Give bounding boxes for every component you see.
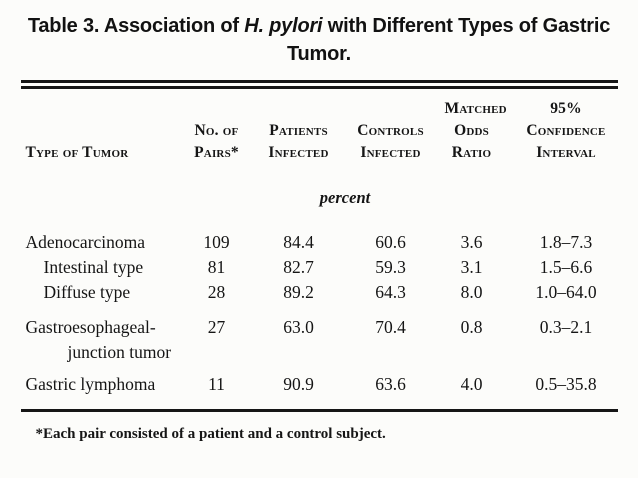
cell-odds: 3.1	[460, 257, 483, 277]
cell-controls: 70.4	[375, 317, 406, 337]
table: Type of Tumor No. of Pairs* Patients Inf…	[20, 80, 618, 444]
row-label: Diffuse type	[43, 282, 131, 302]
table-row-adenocarcinoma: Adenocarcinoma 109 84.4 60.6 3.6 1.8–7.3	[21, 230, 618, 255]
top-double-rule	[20, 80, 618, 89]
header-matched-odds-ratio: Matched Odds Ratio	[444, 100, 507, 161]
header-controls-infected: Controls Infected	[357, 122, 424, 161]
cell-pairs: 28	[207, 282, 226, 302]
row-label: Adenocarcinoma	[25, 232, 146, 252]
cell-patients: 89.2	[283, 282, 314, 302]
unit-label-percent: percent	[319, 188, 371, 207]
table-title-suffix: with Different Types of Gastric	[322, 15, 611, 37]
cell-odds: 4.0	[460, 374, 483, 394]
table-row-gastroesophageal-junction-tumor: Gastroesophageal- junction tumor 27 63.0…	[21, 315, 618, 364]
table-header-row: Type of Tumor No. of Pairs* Patients Inf…	[21, 98, 618, 164]
cell-pairs: 109	[203, 232, 230, 252]
cell-ci: 1.0–64.0	[535, 282, 597, 302]
header-confidence-interval: 95% Confidence Interval	[526, 100, 606, 161]
cell-pairs: 27	[207, 317, 226, 337]
header-type-of-tumor: Type of Tumor	[25, 144, 129, 161]
cell-ci: 1.5–6.6	[539, 257, 593, 277]
cell-controls: 64.3	[375, 282, 406, 302]
cell-ci: 0.5–35.8	[535, 374, 597, 394]
cell-patients: 82.7	[283, 257, 314, 277]
cell-patients: 84.4	[283, 232, 314, 252]
header-patients-infected: Patients Infected	[268, 122, 329, 161]
table-body: Adenocarcinoma 109 84.4 60.6 3.6 1.8–7.3…	[21, 230, 618, 397]
table-row-diffuse-type: Diffuse type 28 89.2 64.3 8.0 1.0–64.0	[21, 280, 618, 305]
cell-controls: 60.6	[375, 232, 406, 252]
table-title-prefix: Table 3. Association of	[27, 15, 245, 37]
cell-patients: 63.0	[283, 317, 314, 337]
cell-controls: 59.3	[375, 257, 406, 277]
row-label: Gastroesophageal- junction tumor	[25, 317, 172, 362]
cell-controls: 63.6	[375, 374, 406, 394]
cell-ci: 0.3–2.1	[539, 317, 593, 337]
cell-ci: 1.8–7.3	[539, 232, 593, 252]
bottom-rule	[20, 409, 618, 412]
header-no-of-pairs: No. of Pairs*	[194, 122, 239, 161]
table-title-species-italic: H. pylori	[244, 15, 323, 37]
cell-pairs: 11	[208, 374, 225, 394]
cell-patients: 90.9	[283, 374, 314, 394]
table-footnote: *Each pair consisted of a patient and a …	[35, 426, 386, 442]
table-title: Table 3. Association of H. pylori with D…	[11, 12, 627, 68]
row-label: Gastric lymphoma	[25, 374, 156, 394]
cell-pairs: 81	[207, 257, 226, 277]
cell-odds: 3.6	[460, 232, 483, 252]
table-row-gastric-lymphoma: Gastric lymphoma 11 90.9 63.6 4.0 0.5–35…	[21, 372, 618, 397]
row-label: Intestinal type	[43, 257, 144, 277]
cell-odds: 8.0	[460, 282, 483, 302]
cell-odds: 0.8	[460, 317, 483, 337]
table-title-line2: Tumor.	[287, 43, 351, 65]
table-row-intestinal-type: Intestinal type 81 82.7 59.3 3.1 1.5–6.6	[21, 255, 618, 280]
